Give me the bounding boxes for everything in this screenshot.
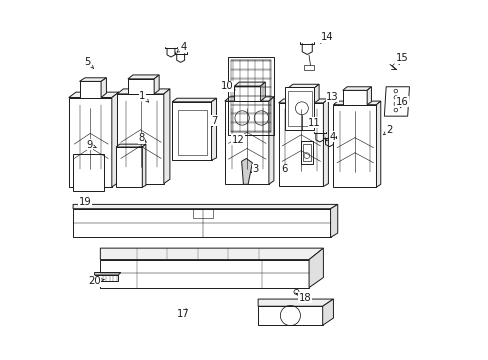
Polygon shape: [172, 102, 211, 160]
Polygon shape: [128, 79, 154, 94]
Text: 4: 4: [177, 42, 186, 52]
Polygon shape: [73, 204, 337, 209]
Text: 12: 12: [231, 135, 244, 145]
Polygon shape: [116, 147, 142, 187]
Text: 20: 20: [88, 276, 104, 286]
Polygon shape: [94, 273, 121, 275]
Polygon shape: [224, 101, 268, 184]
Text: 3: 3: [251, 164, 258, 174]
Text: 6: 6: [280, 164, 286, 174]
Polygon shape: [285, 87, 314, 130]
Polygon shape: [314, 84, 319, 103]
Polygon shape: [241, 158, 252, 184]
Bar: [231, 60, 271, 132]
Polygon shape: [116, 144, 145, 147]
Polygon shape: [258, 299, 333, 306]
Polygon shape: [128, 75, 159, 79]
Polygon shape: [308, 248, 323, 288]
Polygon shape: [323, 99, 328, 186]
Text: 1: 1: [139, 91, 148, 102]
Text: 8: 8: [138, 134, 146, 143]
Polygon shape: [101, 78, 106, 98]
Text: 4: 4: [325, 132, 335, 142]
Polygon shape: [322, 299, 333, 325]
Polygon shape: [384, 87, 408, 116]
Polygon shape: [376, 101, 380, 187]
Polygon shape: [333, 101, 380, 105]
Bar: [302, 144, 310, 161]
Polygon shape: [117, 94, 163, 184]
Polygon shape: [100, 260, 308, 288]
Polygon shape: [163, 89, 169, 184]
Polygon shape: [142, 144, 145, 187]
Polygon shape: [260, 82, 265, 101]
Text: 18: 18: [295, 293, 310, 303]
Text: 17: 17: [177, 309, 189, 319]
Polygon shape: [80, 78, 106, 81]
Text: 9: 9: [86, 140, 96, 150]
Bar: [178, 110, 206, 155]
Polygon shape: [287, 88, 314, 103]
Polygon shape: [224, 97, 273, 101]
Polygon shape: [211, 98, 216, 160]
Text: 14: 14: [320, 32, 333, 43]
Polygon shape: [234, 86, 260, 101]
Polygon shape: [117, 89, 169, 94]
Polygon shape: [342, 87, 371, 90]
Polygon shape: [301, 141, 313, 164]
Polygon shape: [287, 84, 319, 88]
Bar: [228, 57, 274, 135]
Polygon shape: [69, 98, 112, 187]
Text: 2: 2: [383, 125, 392, 135]
Text: 13: 13: [325, 92, 338, 102]
Text: 7: 7: [210, 116, 217, 126]
Polygon shape: [366, 87, 371, 105]
Bar: [303, 65, 313, 69]
Text: 19: 19: [79, 197, 92, 207]
Polygon shape: [112, 92, 119, 187]
Text: 5: 5: [84, 57, 93, 68]
Polygon shape: [80, 81, 101, 98]
Polygon shape: [73, 154, 104, 192]
Polygon shape: [94, 275, 118, 281]
Text: 10: 10: [221, 81, 235, 91]
Text: 11: 11: [307, 118, 320, 128]
Polygon shape: [154, 75, 159, 94]
Polygon shape: [172, 98, 216, 102]
Polygon shape: [268, 97, 273, 184]
Polygon shape: [73, 209, 330, 237]
Bar: [192, 209, 213, 218]
Bar: [287, 91, 311, 126]
Polygon shape: [342, 90, 366, 105]
Polygon shape: [258, 306, 322, 325]
Polygon shape: [278, 103, 323, 186]
Polygon shape: [234, 82, 265, 86]
Polygon shape: [333, 105, 376, 187]
Text: 16: 16: [395, 97, 408, 108]
Polygon shape: [278, 99, 328, 103]
Text: 15: 15: [395, 53, 408, 64]
Polygon shape: [100, 248, 323, 260]
Polygon shape: [69, 92, 119, 98]
Polygon shape: [330, 204, 337, 237]
